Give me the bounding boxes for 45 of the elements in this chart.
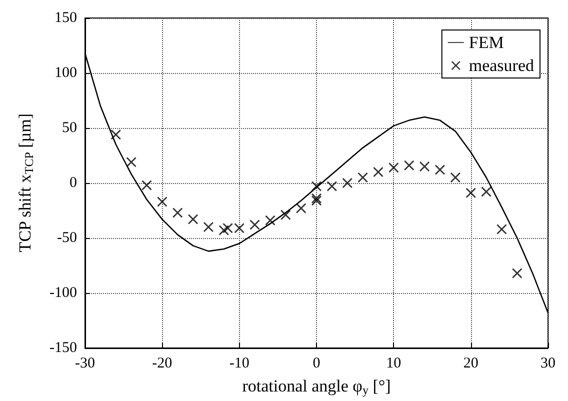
point (358, 172, 368, 182)
x-tick-label: 0 (312, 356, 320, 372)
point (157, 196, 168, 207)
point (404, 160, 414, 170)
point (222, 223, 233, 234)
point (450, 172, 460, 182)
legend-label: measured (468, 56, 534, 75)
y-tick-label: 150 (54, 10, 77, 26)
point (481, 186, 492, 197)
point (280, 210, 291, 220)
y-tick-label: 100 (54, 65, 77, 81)
y-tick-label: 0 (70, 175, 77, 191)
y-tick-label: 50 (62, 120, 77, 136)
x-tick-label: -30 (75, 356, 95, 372)
y-axis-title: TCP shift xTCP [µm] (16, 114, 36, 252)
point (203, 222, 214, 232)
point (496, 224, 507, 234)
point (296, 203, 306, 214)
point (172, 208, 183, 218)
point (110, 130, 121, 140)
point (250, 220, 260, 230)
y-tick-label: -50 (57, 230, 77, 246)
legend-label: FEM (468, 33, 504, 52)
point (420, 162, 430, 172)
point (373, 167, 384, 177)
x-tick-label: 10 (386, 356, 402, 372)
point (388, 162, 399, 173)
point (434, 164, 445, 175)
x-tick-label: 30 (540, 356, 556, 372)
point (188, 214, 198, 224)
y-tick-label: -150 (50, 340, 77, 356)
y-tick-label: -100 (50, 285, 77, 301)
x-tick-label: 20 (463, 356, 478, 372)
x-tick-label: -20 (152, 356, 172, 372)
point (512, 268, 522, 278)
point (466, 188, 476, 198)
point (126, 157, 136, 168)
point (326, 181, 337, 192)
point (342, 178, 352, 188)
point (265, 215, 276, 226)
point (234, 223, 244, 234)
x-tick-label: -10 (229, 356, 250, 372)
point (312, 181, 322, 192)
point (312, 193, 322, 204)
point (142, 180, 152, 190)
